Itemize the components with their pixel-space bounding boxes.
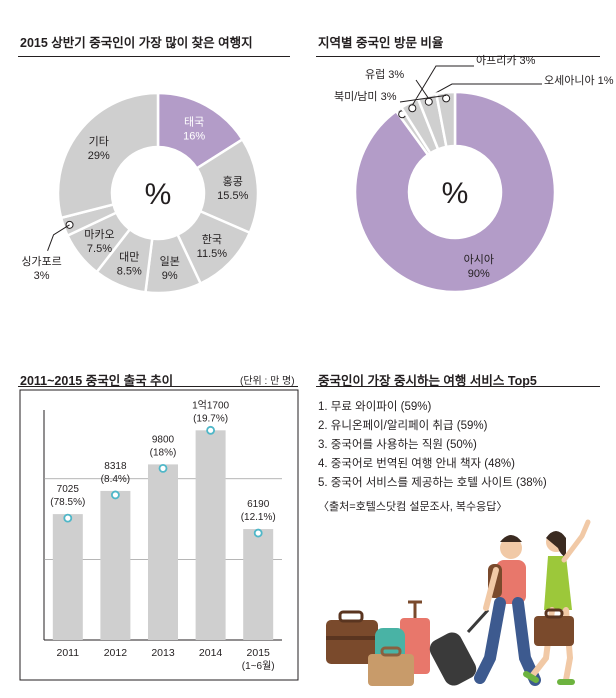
leader-marker bbox=[424, 97, 433, 106]
bar-growth-label: (19.7%) bbox=[193, 413, 228, 424]
bar-marker bbox=[206, 425, 216, 435]
leader-line bbox=[411, 65, 474, 106]
donut-slice bbox=[156, 91, 245, 171]
slice-value: 3% bbox=[34, 270, 50, 282]
slice-label: 유럽 3% bbox=[365, 67, 404, 81]
slice-label: 한국 bbox=[202, 233, 222, 246]
slice-label: 홍콩 bbox=[223, 174, 243, 188]
tan-suitcase-icon bbox=[368, 654, 414, 686]
slice-label: 태국 bbox=[184, 115, 204, 128]
woman-suitcase-icon bbox=[534, 616, 574, 646]
chart3-unit: (단위 : 만 명) bbox=[240, 376, 295, 387]
chart2-title: 지역별 중국인 방문 비율 bbox=[318, 36, 444, 50]
bar-value-label: 7025 bbox=[57, 484, 80, 495]
leader-line bbox=[399, 94, 447, 103]
chart1-title-rule bbox=[18, 56, 290, 57]
chart3-title: 2011~2015 중국인 출국 추이 bbox=[20, 374, 174, 388]
bar-marker bbox=[111, 490, 120, 500]
slice-label: 북미/남미 3% bbox=[334, 90, 397, 103]
brown-suitcase-icon bbox=[326, 620, 378, 664]
travelers-illustration bbox=[326, 519, 591, 686]
slice-value: 9% bbox=[162, 270, 178, 282]
leader-marker bbox=[442, 94, 451, 103]
bar-marker bbox=[63, 513, 73, 523]
x-tick-note: (1~6월) bbox=[242, 660, 275, 672]
bar-value-label: 1억1700 bbox=[192, 399, 229, 411]
leader-marker bbox=[408, 104, 417, 113]
bar-value-label: 9800 bbox=[152, 434, 175, 445]
donut-slice bbox=[399, 97, 440, 155]
bar bbox=[52, 514, 83, 640]
x-tick-label: 2012 bbox=[104, 647, 128, 659]
x-tick-label: 2013 bbox=[151, 647, 175, 659]
donut-slice bbox=[56, 91, 160, 220]
bar-growth-label: (78.5%) bbox=[50, 497, 85, 508]
slice-label: 마카오 bbox=[84, 228, 114, 241]
slice-value: 15.5% bbox=[217, 190, 248, 202]
x-tick-label: 2014 bbox=[199, 647, 223, 659]
service-item: 5. 중국어 서비스를 제공하는 호텔 사이트 (38%) bbox=[318, 477, 547, 489]
service-item: 3. 중국어를 사용하는 직원 (50%) bbox=[318, 439, 477, 451]
donut-slice bbox=[416, 92, 448, 151]
x-tick-label: 2015 bbox=[247, 647, 271, 659]
x-tick-label: 2011 bbox=[57, 647, 80, 659]
donut-center-label: % bbox=[145, 178, 172, 211]
leader-marker bbox=[65, 220, 74, 229]
bar-growth-label: (12.1%) bbox=[241, 512, 276, 523]
chart2-title-rule bbox=[316, 56, 600, 57]
donut-slice bbox=[144, 232, 203, 295]
bar bbox=[243, 529, 274, 640]
chart3-title-rule bbox=[18, 386, 298, 387]
service-item: 1. 무료 와이파이 (59%) bbox=[318, 401, 432, 413]
bar bbox=[100, 490, 131, 640]
services-title: 중국인이 가장 중시하는 여행 서비스 Top5 bbox=[318, 374, 537, 388]
bar bbox=[195, 430, 226, 640]
bar-value-label: 6190 bbox=[247, 499, 270, 510]
slice-value: 11.5% bbox=[197, 248, 228, 260]
slice-label: 오세아니아 1% bbox=[544, 74, 614, 87]
donut-slice bbox=[394, 105, 433, 157]
donut-slice bbox=[59, 202, 119, 238]
slice-label: 대만 bbox=[119, 250, 139, 263]
services-list: 1. 무료 와이파이 (59%) 2. 유니온페이/알리페이 취급 (59%) … bbox=[318, 398, 547, 493]
donut-slice bbox=[65, 210, 132, 274]
slice-label: 기타 bbox=[89, 135, 109, 148]
bar-marker bbox=[158, 463, 168, 473]
man-head-icon bbox=[500, 537, 522, 559]
chart1-title: 2015 상반기 중국인이 가장 많이 찾은 여행지 bbox=[20, 36, 253, 50]
donut-slice bbox=[353, 90, 557, 294]
bar bbox=[148, 464, 178, 640]
slice-value: 7.5% bbox=[87, 243, 112, 255]
service-item: 4. 중국어로 번역된 여행 안내 책자 (48%) bbox=[318, 458, 515, 470]
slice-value: 90% bbox=[468, 268, 490, 280]
slice-label: 일본 bbox=[160, 254, 180, 268]
donut-slice bbox=[195, 137, 260, 235]
slice-value: 29% bbox=[88, 150, 110, 162]
leader-line bbox=[47, 224, 70, 252]
leader-marker bbox=[398, 110, 407, 119]
services-title-rule bbox=[316, 386, 600, 387]
woman-dress-icon bbox=[544, 556, 572, 610]
bar-growth-label: (8.4%) bbox=[101, 474, 130, 485]
slice-label: 아시아 bbox=[464, 253, 494, 266]
plot-frame bbox=[19, 389, 299, 681]
donut-slice bbox=[175, 209, 252, 286]
slice-value: 8.5% bbox=[117, 265, 142, 277]
leader-line bbox=[401, 83, 542, 112]
donut-slice bbox=[94, 227, 154, 294]
man-shirt-icon bbox=[496, 560, 526, 604]
leader-line bbox=[415, 79, 430, 100]
slice-label: 싱가포르 bbox=[21, 255, 61, 268]
service-item: 2. 유니온페이/알리페이 취급 (59%) bbox=[318, 420, 488, 432]
black-trolley-icon bbox=[429, 632, 477, 686]
source-note: 〈출처=호텔스닷컴 설문조사, 복수응답〉 bbox=[318, 501, 508, 513]
bar-marker bbox=[253, 528, 263, 538]
donut-slice bbox=[434, 90, 457, 149]
bar-growth-label: (18%) bbox=[150, 447, 177, 458]
bar-value-label: 8318 bbox=[104, 461, 127, 472]
slice-value: 16% bbox=[183, 130, 205, 142]
donut-center-label: % bbox=[442, 177, 469, 210]
